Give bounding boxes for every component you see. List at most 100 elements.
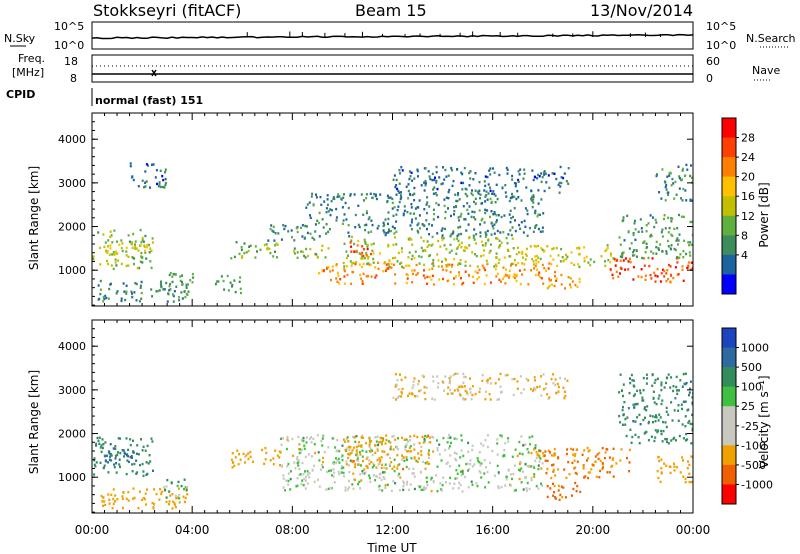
scatter-cell [474,218,477,221]
scatter-cell [520,199,523,202]
scatter-cell [325,470,328,474]
scatter-cell [442,381,445,384]
scatter-cell [469,391,472,394]
scatter-cell [383,231,386,234]
scatter-cell [297,464,300,467]
scatter-cell [413,487,416,491]
scatter-cell [552,382,555,385]
scatter-cell [489,215,491,219]
scatter-cell [140,291,143,295]
scatter-cell [654,280,657,283]
scatter-cell [127,455,130,458]
scatter-cell [486,175,489,179]
scatter-cell [134,282,137,285]
scatter-cell [440,459,443,462]
scatter-cell [371,453,374,457]
scatter-cell [665,184,668,187]
scatter-cell [277,232,280,235]
scatter-cell [661,228,664,231]
nsky-spikes [246,31,661,37]
colorbar-tick-label: 16 [741,190,755,203]
scatter-cell [395,184,398,187]
scatter-cell [392,243,395,247]
scatter-cell [541,175,544,179]
scatter-cell [557,456,560,459]
scatter-cell [409,445,412,448]
scatter-cell [471,444,474,447]
scatter-cell [675,375,678,379]
scatter-cell [619,272,621,275]
scatter-cell [552,454,555,457]
scatter-cell [169,282,172,286]
scatter-cell [367,217,370,221]
scatter-cell [484,439,487,442]
scatter-cell [651,257,654,260]
scatter-cell [361,282,364,285]
scatter-cell [422,274,425,277]
scatter-cell [330,200,333,203]
scatter-cell [640,227,643,230]
scatter-cell [576,472,578,476]
scatter-cell [181,283,184,286]
scatter-cell [399,194,402,197]
scatter-cell [603,456,606,460]
scatter-cell [319,195,322,199]
scatter-cell [539,276,541,279]
scatter-cell [471,448,474,452]
scatter-cell [544,387,547,390]
scatter-cell [456,477,459,480]
scatter-cell [493,212,496,216]
scatter-cell [543,189,546,193]
scatter-cell [582,465,585,468]
scatter-cell [576,285,579,289]
scatter-cell [477,459,480,463]
scatter-cell [578,265,581,269]
scatter-cell [311,192,314,196]
scatter-cell [435,194,438,197]
scatter-cell [393,206,396,209]
scatter-cell [244,455,247,458]
scatter-cell [625,434,628,438]
scatter-cell [362,272,365,276]
scatter-cell [633,406,636,409]
scatter-cell [391,435,394,438]
scatter-cell [102,504,105,507]
scatter-cell [454,193,457,196]
scatter-cell [156,182,158,186]
scatter-cell [105,296,108,300]
scatter-cell [550,279,552,282]
scatter-cell [518,452,521,455]
scatter-cell [504,184,507,187]
scatter-cell [642,376,645,380]
scatter-cell [457,245,460,249]
scatter-cell [539,230,542,233]
scatter-cell [468,171,471,175]
scatter-cell [522,231,525,234]
scatter-cell [401,169,404,172]
scatter-cell [438,453,441,456]
scatter-cell [436,375,439,378]
scatter-cell [602,466,604,469]
scatter-cell [131,292,133,295]
scatter-cell [591,463,594,466]
scatter-cell [385,434,388,437]
nave-label: Nave [752,64,780,77]
scatter-cell [93,457,96,460]
scatter-cell [513,259,516,262]
scatter-cell [326,198,329,201]
scatter-cell [623,400,626,404]
scatter-cell [408,446,411,450]
scatter-cell [497,486,500,490]
scatter-cell [485,274,488,277]
scatter-cell [639,218,642,221]
scatter-cell [691,427,693,430]
scatter-cell [435,179,438,183]
scatter-cell [305,436,308,439]
scatter-cell [393,227,396,230]
scatter-cell [375,466,378,469]
scatter-cell [340,197,343,200]
scatter-cell [157,185,160,188]
scatter-cell [661,168,664,171]
scatter-cell [315,253,318,256]
scatter-cell [337,274,340,277]
